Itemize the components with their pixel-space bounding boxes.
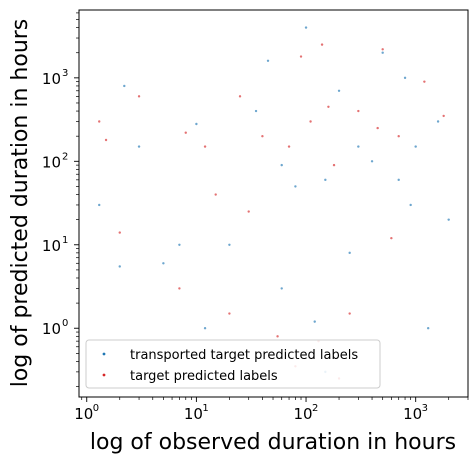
x-tick-label-0: 10	[74, 405, 93, 423]
data-point-s0-24	[228, 243, 231, 246]
data-point-s1-0	[98, 120, 101, 123]
data-point-s1-29	[332, 163, 336, 167]
data-point-s0-8	[313, 320, 316, 323]
data-point-s0-26	[178, 243, 181, 246]
data-point-s0-3	[137, 145, 141, 148]
data-point-s0-0	[98, 203, 101, 207]
legend: transported target predicted labels targ…	[85, 339, 381, 389]
data-point-s0-22	[357, 145, 360, 148]
data-point-s0-15	[370, 160, 374, 163]
data-point-s0-11	[436, 120, 440, 123]
data-point-s1-14	[423, 80, 426, 83]
data-point-s1-27	[184, 131, 187, 134]
y-tick-exponent-1: 1	[62, 235, 68, 246]
data-point-s0-29	[397, 178, 400, 182]
data-point-s0-21	[280, 163, 283, 167]
data-point-s0-1	[118, 265, 121, 268]
data-point-s1-21	[309, 120, 312, 123]
data-point-s1-28	[238, 95, 242, 98]
y-tick-label-3: 10	[42, 70, 61, 88]
legend-label-transported: transported target predicted labels	[130, 348, 358, 363]
data-point-s1-22	[327, 105, 330, 108]
data-point-s0-25	[266, 59, 270, 63]
data-point-s0-12	[447, 218, 450, 221]
data-point-s0-5	[203, 327, 207, 330]
data-point-s1-7	[276, 335, 279, 338]
data-point-s1-15	[381, 48, 384, 51]
legend-label-target: target predicted labels	[130, 369, 278, 384]
data-point-s1-25	[397, 134, 400, 138]
data-point-s0-16	[294, 185, 297, 188]
data-point-s0-23	[409, 203, 412, 207]
data-point-s0-27	[348, 251, 351, 255]
data-point-s1-17	[299, 55, 303, 58]
data-point-s1-3	[137, 95, 141, 98]
legend-box	[85, 339, 381, 389]
data-point-s0-7	[304, 26, 308, 29]
data-point-s0-2	[123, 84, 126, 88]
data-point-s1-18	[247, 210, 250, 213]
x-tick-exponent-3: 3	[422, 403, 428, 414]
data-point-s1-11	[348, 312, 351, 315]
data-point-s1-24	[376, 126, 379, 130]
legend-marker-transported	[102, 352, 106, 356]
ticks-layer: 10 0 10 1 10 2 10 310 010 110 210 3	[42, 12, 469, 423]
data-point-s1-1	[104, 138, 108, 142]
data-point-s0-28	[414, 145, 417, 148]
data-point-s1-4	[178, 287, 181, 290]
x-tick-exponent-0: 0	[93, 403, 99, 414]
data-point-s0-17	[254, 109, 258, 113]
data-point-s0-10	[426, 327, 430, 330]
x-tick-exponent-1: 1	[202, 403, 208, 414]
data-point-s1-16	[320, 43, 324, 46]
y-tick-exponent-3: 3	[62, 68, 68, 79]
data-point-s0-6	[280, 287, 283, 290]
data-point-s1-19	[261, 134, 264, 138]
data-point-s1-23	[357, 109, 360, 113]
points-layer	[98, 26, 450, 380]
data-point-s0-4	[162, 262, 165, 265]
x-tick-label-3: 10	[403, 405, 422, 423]
x-tick-label-1: 10	[184, 405, 203, 423]
y-tick-label-0: 10	[42, 320, 61, 338]
x-tick-exponent-2: 2	[312, 403, 318, 414]
y-tick-label-2: 10	[42, 153, 61, 171]
y-tick-label-1: 10	[42, 237, 61, 255]
data-point-s0-14	[381, 51, 384, 54]
legend-marker-target	[102, 373, 106, 377]
data-point-s1-13	[442, 114, 445, 118]
y-axis-label: log of predicted duration in hours	[8, 19, 33, 388]
y-tick-exponent-0: 0	[62, 318, 68, 329]
x-axis-label: log of observed duration in hours	[90, 430, 456, 455]
data-point-s0-13	[403, 76, 407, 80]
data-point-s1-26	[203, 145, 207, 148]
data-point-s1-12	[390, 236, 393, 240]
data-point-s0-19	[337, 89, 341, 92]
data-point-s1-6	[228, 312, 231, 315]
data-point-s0-20	[324, 178, 327, 182]
y-tick-exponent-2: 2	[62, 151, 68, 162]
data-point-s1-5	[214, 193, 217, 196]
data-point-s1-2	[118, 231, 121, 234]
data-point-s1-20	[287, 145, 291, 148]
data-point-s0-18	[195, 122, 198, 126]
plot-frame	[78, 9, 469, 398]
x-tick-label-2: 10	[293, 405, 312, 423]
